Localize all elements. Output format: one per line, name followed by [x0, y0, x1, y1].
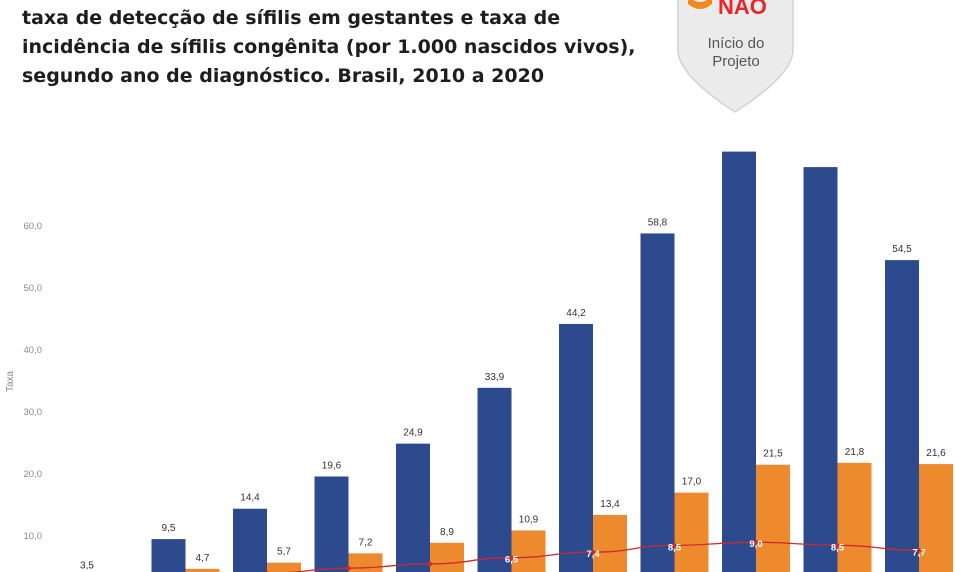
detection-bar [396, 443, 430, 572]
incidence-line-label: 8,5 [831, 542, 845, 553]
incidence-bar [348, 553, 383, 572]
incidence-bar-label: 13,4 [600, 499, 620, 510]
incidence-bar [430, 542, 464, 572]
detection-bar-label: 14,4 [240, 493, 260, 504]
incidence-bar-label: 8,9 [440, 527, 454, 538]
incidence-bar [593, 514, 627, 572]
incidence-line-point [753, 540, 759, 545]
incidence-line-label: 7,4 [586, 549, 600, 560]
pin-shape [677, 0, 794, 113]
incidence-bar [756, 464, 790, 572]
detection-bar [559, 323, 593, 572]
incidence-bar [837, 462, 872, 572]
incidence-line-point [672, 543, 677, 548]
detection-bar [803, 167, 838, 572]
incidence-bar-label: 17,0 [682, 477, 702, 488]
incidence-line-label: 8,5 [668, 542, 682, 553]
y-tick-label: 60,0 [24, 221, 43, 232]
chart-title: taxa de detecção de sífilis em gestantes… [22, 7, 636, 87]
detection-bar [314, 476, 349, 572]
detection-bar-label: 44,2 [566, 308, 586, 319]
incidence-line-point [346, 566, 351, 571]
incidence-bar-label: 21,5 [763, 449, 783, 460]
detection-bar [885, 260, 919, 572]
incidence-bar [185, 568, 220, 572]
detection-bar-label: 58,8 [648, 217, 668, 228]
incidence-bar [267, 562, 301, 572]
incidence-line-point [916, 548, 922, 553]
pin-label-line1: Início do [707, 35, 765, 52]
detection-bar [477, 387, 512, 572]
incidence-bar-label: 4,7 [196, 553, 210, 564]
detection-bar-label: 19,6 [322, 460, 342, 471]
detection-bar [722, 151, 756, 572]
pin-logo-mark [688, 0, 712, 9]
y-tick-label: 20,0 [24, 469, 43, 480]
y-tick-label: 50,0 [24, 283, 43, 294]
detection-bar [640, 233, 675, 572]
detection-bar-label: 9,5 [162, 523, 176, 534]
incidence-line-label: 6,5 [505, 555, 519, 566]
incidence-bar [511, 530, 546, 572]
detection-bar-label: 24,9 [403, 428, 423, 439]
incidence-bar-label: 10,9 [519, 514, 539, 525]
y-tick-label: 30,0 [24, 407, 43, 418]
incidence-line-point [427, 561, 433, 567]
incidence-line-point [835, 543, 840, 548]
detection-bar-label: 3,5 [80, 560, 94, 571]
y-tick-label: 40,0 [24, 345, 43, 356]
project-start-pin [677, 0, 794, 113]
incidence-bar [919, 464, 953, 572]
incidence-bar-label: 5,7 [277, 547, 291, 558]
detection-bar-label: 54,5 [892, 244, 912, 255]
pin-label-line2: Projeto [712, 53, 760, 70]
incidence-line-label: 9,0 [749, 539, 762, 550]
incidence-bar-label: 7,2 [359, 537, 373, 548]
detection-bar [151, 539, 186, 572]
incidence-line-label: 7,7 [912, 547, 925, 558]
y-tick-label: 10,0 [24, 531, 43, 542]
incidence-bar-label: 21,6 [926, 448, 946, 459]
incidence-line-point [590, 549, 596, 555]
detection-bar [233, 508, 267, 572]
incidence-bar-label: 21,8 [845, 447, 865, 458]
incidence-line-point [509, 555, 514, 560]
incidence-bar [674, 492, 709, 572]
pin-label: Início do Projeto [690, 35, 782, 71]
pin-logo-text: NÃO [718, 0, 767, 19]
detection-bar-label: 33,9 [485, 372, 505, 383]
